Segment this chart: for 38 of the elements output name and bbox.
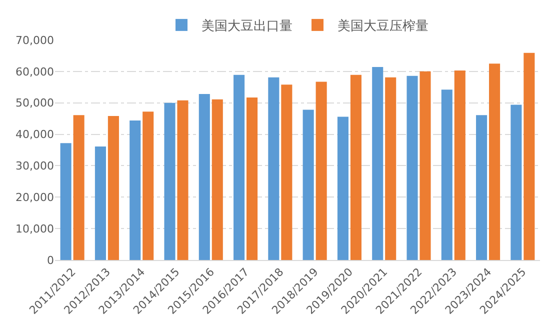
bar	[73, 115, 84, 260]
legend-label: 美国大豆出口量	[202, 18, 292, 34]
bar	[94, 146, 106, 260]
bar	[198, 94, 210, 260]
y-tick-label: 50,000	[16, 96, 54, 110]
bar	[281, 84, 292, 260]
y-tick-label: 10,000	[16, 222, 54, 236]
y-tick-label: 40,000	[16, 128, 54, 142]
bar	[177, 100, 188, 260]
bar	[142, 112, 154, 260]
y-tick-label: 60,000	[16, 65, 54, 78]
bar	[385, 77, 396, 260]
y-tick-label: 70,000	[16, 34, 54, 47]
bar	[350, 74, 362, 260]
y-tick-label: 0	[47, 254, 54, 267]
bar	[164, 102, 176, 260]
bar	[316, 82, 327, 260]
bar	[302, 110, 314, 260]
bar	[372, 67, 384, 260]
bar	[234, 74, 245, 260]
bar	[476, 115, 488, 260]
bar	[130, 120, 141, 260]
bar	[337, 116, 348, 260]
bar	[524, 52, 535, 260]
bar	[441, 90, 452, 260]
bar	[510, 104, 522, 260]
bar	[268, 77, 280, 260]
y-tick-label: 30,000	[16, 160, 54, 173]
bar	[406, 76, 418, 260]
legend-label: 美国大豆压榨量	[338, 18, 428, 34]
y-tick-label: 20,000	[16, 190, 54, 204]
bar	[212, 99, 223, 260]
bar	[454, 70, 466, 260]
bar	[489, 64, 500, 260]
bar	[246, 98, 258, 260]
bar	[420, 71, 431, 260]
bar	[108, 116, 119, 260]
bar	[60, 143, 72, 260]
